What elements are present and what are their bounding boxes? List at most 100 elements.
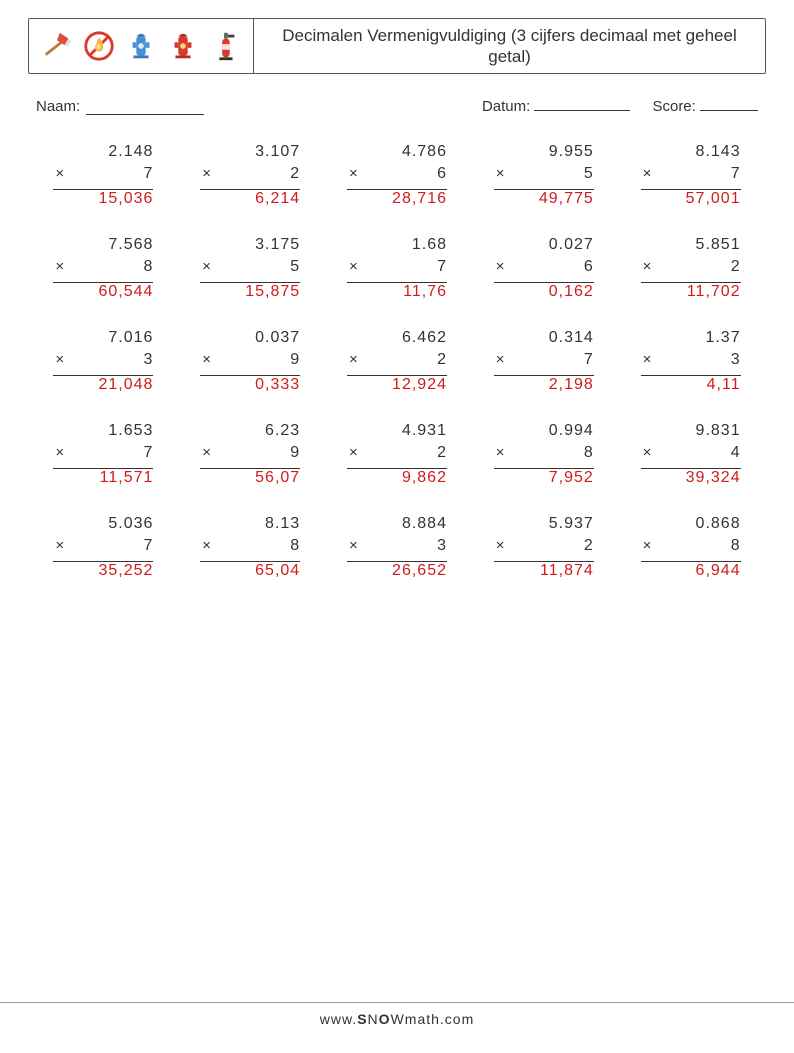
times-sign: × bbox=[347, 351, 359, 368]
times-sign: × bbox=[347, 537, 359, 554]
multiplier: 2 bbox=[290, 165, 300, 183]
answer: 57,001 bbox=[641, 190, 741, 212]
multiplicand: 6.462 bbox=[347, 329, 447, 351]
answer: 65,04 bbox=[200, 562, 300, 584]
multiplier: 3 bbox=[731, 351, 741, 369]
answer: 49,775 bbox=[494, 190, 594, 212]
date-blank bbox=[534, 96, 630, 111]
footer-w: W bbox=[391, 1011, 405, 1027]
times-sign: × bbox=[53, 351, 65, 368]
multiplier: 3 bbox=[143, 351, 153, 369]
multiplicand: 1.37 bbox=[641, 329, 741, 351]
times-sign: × bbox=[641, 165, 653, 182]
times-sign: × bbox=[53, 537, 65, 554]
multiplier: 2 bbox=[437, 351, 447, 369]
times-sign: × bbox=[347, 258, 359, 275]
answer: 26,652 bbox=[347, 562, 447, 584]
footer-s: S bbox=[357, 1011, 367, 1027]
multiplicand: 0.868 bbox=[641, 515, 741, 537]
answer: 7,952 bbox=[494, 469, 594, 491]
name-blank bbox=[86, 100, 204, 115]
multiplier-row: ×8 bbox=[200, 537, 300, 559]
multiplier: 7 bbox=[584, 351, 594, 369]
answer: 11,76 bbox=[347, 283, 447, 305]
problem: 3.107×26,214 bbox=[200, 143, 300, 212]
times-sign: × bbox=[53, 258, 65, 275]
multiplier-row: ×8 bbox=[641, 537, 741, 559]
problem: 0.314×7 2,198 bbox=[494, 329, 594, 398]
answer: 15,036 bbox=[53, 190, 153, 212]
answer: 39,324 bbox=[641, 469, 741, 491]
axe-icon bbox=[39, 28, 75, 64]
date-label: Datum: bbox=[482, 98, 530, 115]
times-sign: × bbox=[53, 444, 65, 461]
multiplier-row: ×2 bbox=[641, 258, 741, 280]
answer: 11,571 bbox=[53, 469, 153, 491]
multiplicand: 0.994 bbox=[494, 422, 594, 444]
times-sign: × bbox=[200, 537, 212, 554]
multiplier-row: ×9 bbox=[200, 444, 300, 466]
answer: 21,048 bbox=[53, 376, 153, 398]
multiplier: 9 bbox=[290, 444, 300, 462]
problem: 5.937×211,874 bbox=[494, 515, 594, 584]
problem: 6.23×956,07 bbox=[200, 422, 300, 491]
multiplier-row: ×6 bbox=[347, 165, 447, 187]
times-sign: × bbox=[347, 165, 359, 182]
multiplier: 7 bbox=[143, 444, 153, 462]
answer: 2,198 bbox=[494, 376, 594, 398]
header-icons bbox=[29, 19, 254, 73]
multiplicand: 0.027 bbox=[494, 236, 594, 258]
problem: 5.036× 7 35,252 bbox=[53, 515, 153, 584]
score-blank bbox=[700, 96, 758, 111]
times-sign: × bbox=[641, 537, 653, 554]
problem: 9.955×549,775 bbox=[494, 143, 594, 212]
name-label: Naam: bbox=[36, 98, 80, 115]
multiplier-row: ×5 bbox=[494, 165, 594, 187]
multiplicand: 5.036 bbox=[53, 515, 153, 537]
problem: 1.37×34,11 bbox=[641, 329, 741, 398]
problem: 0.027×60,162 bbox=[494, 236, 594, 305]
multiplier: 7 bbox=[437, 258, 447, 276]
multiplier-row: ×7 bbox=[641, 165, 741, 187]
problem: 4.786×628,716 bbox=[347, 143, 447, 212]
problem: 0.994×87,952 bbox=[494, 422, 594, 491]
times-sign: × bbox=[200, 351, 212, 368]
problem: 1.653×711,571 bbox=[53, 422, 153, 491]
multiplier: 6 bbox=[584, 258, 594, 276]
answer: 35,252 bbox=[53, 562, 153, 584]
footer-rest: math.com bbox=[405, 1011, 474, 1027]
multiplier-row: ×3 bbox=[347, 537, 447, 559]
problem: 8.143×757,001 bbox=[641, 143, 741, 212]
problem: 4.931×29,862 bbox=[347, 422, 447, 491]
answer: 4,11 bbox=[641, 376, 741, 398]
problem: 0.868×86,944 bbox=[641, 515, 741, 584]
multiplier: 7 bbox=[731, 165, 741, 183]
multiplier: 2 bbox=[584, 537, 594, 555]
fire-extinguisher-icon bbox=[207, 28, 243, 64]
multiplier-row: ×7 bbox=[494, 351, 594, 373]
multiplier: 8 bbox=[290, 537, 300, 555]
answer: 60,544 bbox=[53, 283, 153, 305]
times-sign: × bbox=[641, 444, 653, 461]
times-sign: × bbox=[200, 258, 212, 275]
problem: 3.175×515,875 bbox=[200, 236, 300, 305]
multiplier: 8 bbox=[731, 537, 741, 555]
answer: 11,702 bbox=[641, 283, 741, 305]
multiplier: 2 bbox=[437, 444, 447, 462]
answer: 11,874 bbox=[494, 562, 594, 584]
times-sign: × bbox=[347, 444, 359, 461]
multiplier: 7 bbox=[143, 537, 153, 555]
multiplicand: 8.143 bbox=[641, 143, 741, 165]
multiplier: 6 bbox=[437, 165, 447, 183]
times-sign: × bbox=[53, 165, 65, 182]
multiplicand: 0.314 bbox=[494, 329, 594, 351]
multiplier-row: ×6 bbox=[494, 258, 594, 280]
multiplicand: 4.786 bbox=[347, 143, 447, 165]
answer: 6,214 bbox=[200, 190, 300, 212]
answer: 56,07 bbox=[200, 469, 300, 491]
times-sign: × bbox=[494, 444, 506, 461]
footer: www.SNOWmath.com bbox=[0, 1002, 794, 1027]
answer: 28,716 bbox=[347, 190, 447, 212]
times-sign: × bbox=[641, 258, 653, 275]
problem: 0.037×90,333 bbox=[200, 329, 300, 398]
